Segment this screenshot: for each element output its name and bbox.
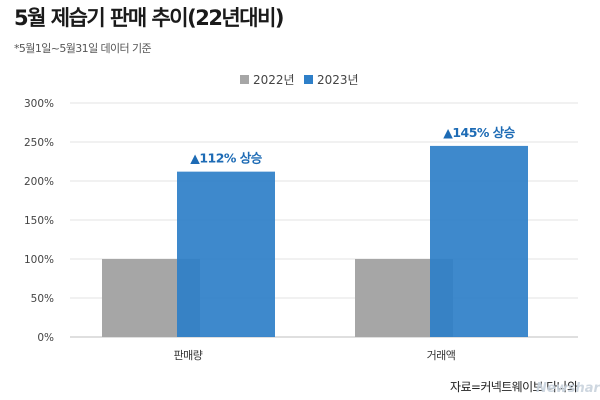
y-axis-ticks: 0% 50% 100% 150% 200% 250% 300% [24, 98, 54, 344]
legend-label: 2022년 [253, 73, 295, 87]
x-category-label: 거래액 [427, 349, 456, 362]
y-tick-label: 0% [37, 332, 54, 344]
legend: 2022년 2023년 [240, 73, 359, 87]
chart-subtitle: *5월1일~5월31일 데이터 기준 [14, 42, 152, 55]
source-note: 자료=커넥트웨이브 다나와 [450, 380, 578, 394]
legend-swatch-0 [240, 75, 249, 84]
x-category-label: 판매량 [174, 349, 203, 362]
bar-annotation: ▲112% 상승 [190, 151, 263, 166]
bars [102, 145, 528, 337]
bar-annotations: ▲112% 상승 ▲145% 상승 [190, 125, 516, 166]
legend-label: 2023년 [317, 73, 359, 87]
y-tick-label: 100% [24, 254, 54, 266]
y-tick-label: 300% [24, 98, 54, 110]
y-tick-label: 150% [24, 215, 54, 227]
bar-annotation: ▲145% 상승 [443, 125, 516, 140]
watermark-logo: Newshara [536, 381, 600, 396]
bar-2023-1 [430, 145, 528, 337]
y-tick-label: 250% [24, 137, 54, 149]
legend-swatch-1 [304, 75, 313, 84]
chart-title: 5월 제습기 판매 추이(22년대비) [14, 6, 284, 30]
x-axis-categories: 판매량 거래액 [174, 349, 456, 362]
y-tick-label: 200% [24, 176, 54, 188]
bar-2023-0 [177, 171, 275, 337]
y-tick-label: 50% [31, 293, 54, 305]
